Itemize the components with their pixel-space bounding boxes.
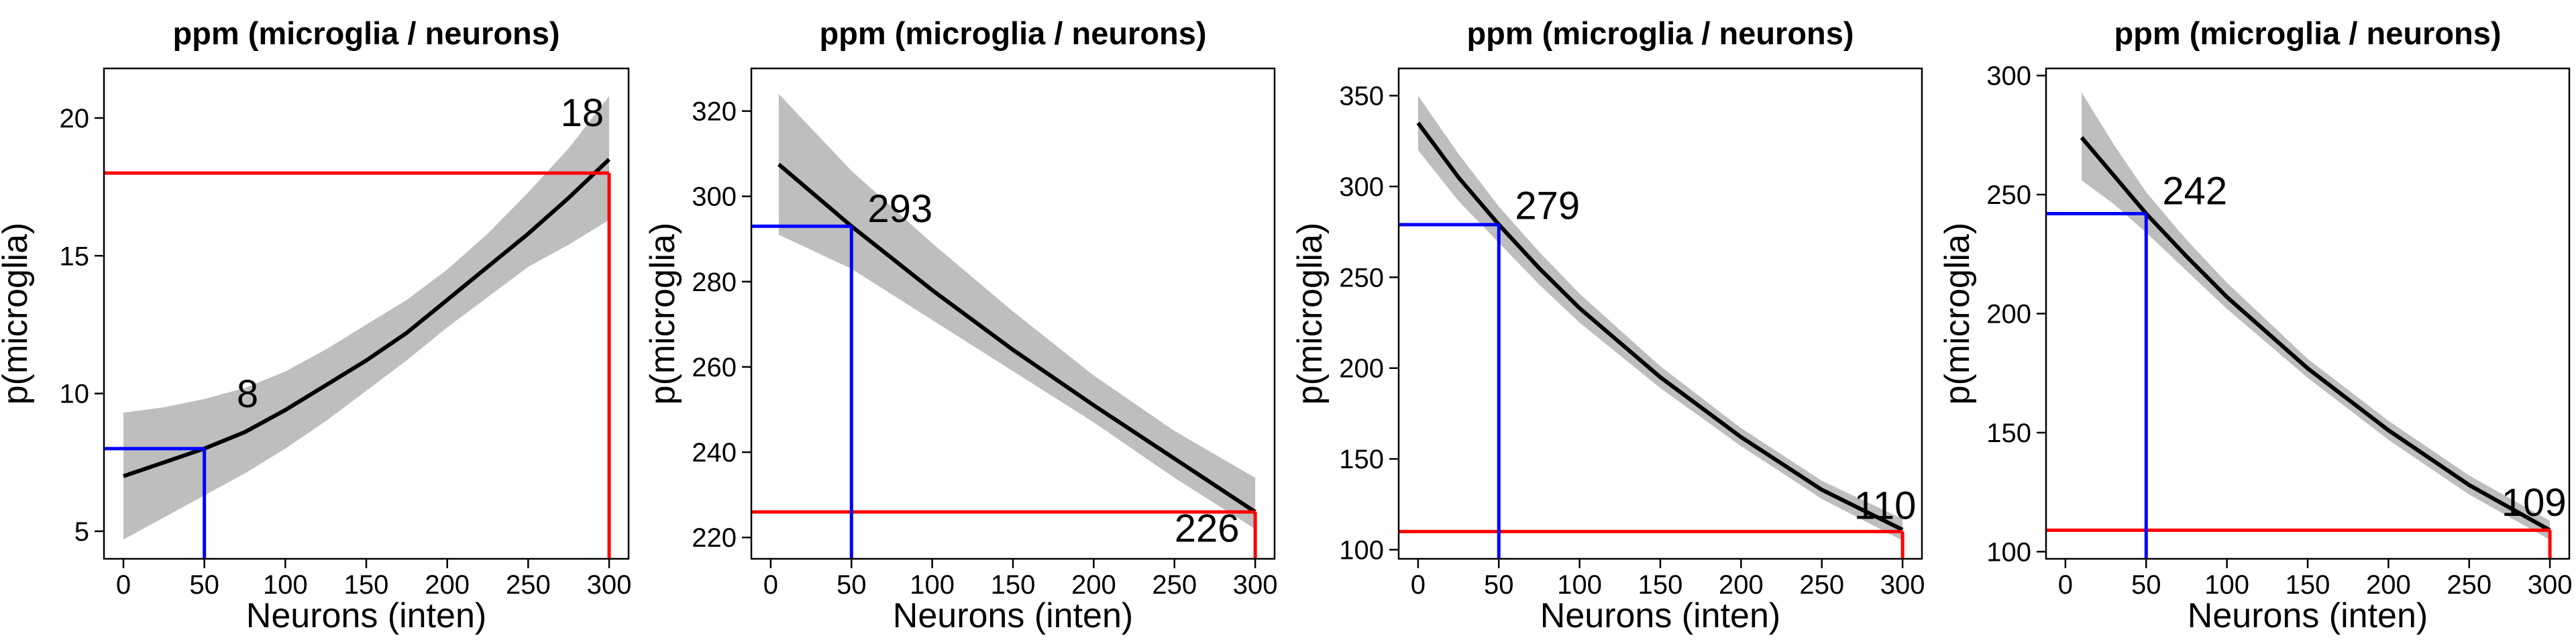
y-tick-label: 200	[1339, 354, 1384, 384]
x-axis-label: Neurons (inten)	[246, 596, 486, 635]
chart-title: ppm (microglia / neurons)	[172, 15, 559, 51]
y-tick-label: 260	[692, 353, 737, 382]
y-tick-label: 320	[692, 97, 737, 127]
y-tick-label: 150	[1986, 419, 2031, 448]
y-tick-label: 250	[1339, 263, 1384, 292]
confidence-band	[123, 96, 609, 540]
x-axis-label: Neurons (inten)	[893, 596, 1133, 635]
y-tick-label: 250	[1986, 180, 2031, 210]
x-tick-label: 50	[2131, 570, 2161, 600]
x-tick-label: 300	[2528, 570, 2573, 600]
x-tick-label: 0	[1411, 570, 1426, 600]
y-axis-label: p(microglia)	[1938, 223, 1977, 405]
confidence-band	[2082, 92, 2551, 540]
y-tick-label: 150	[1339, 445, 1384, 474]
chart-panel-4: 0 50 100 150 200 250 300 100 150 200 250 300 ppm (mi…	[1938, 15, 2572, 635]
x-axis-label: Neurons (inten)	[2188, 596, 2428, 635]
value-annotation: 226	[1175, 507, 1240, 551]
value-annotation: 18	[561, 91, 604, 135]
y-tick-label: 5	[74, 517, 89, 547]
plot-area	[2046, 92, 2552, 559]
x-tick-label: 200	[1071, 570, 1116, 600]
x-tick-label: 100	[263, 570, 308, 600]
y-tick-label: 280	[692, 268, 737, 297]
x-tick-label: 150	[2286, 570, 2330, 600]
y-tick-label: 100	[1339, 535, 1384, 565]
chart-title: ppm (microglia / neurons)	[1466, 15, 1854, 51]
x-tick-label: 0	[763, 570, 778, 600]
x-tick-label: 50	[1484, 570, 1514, 600]
x-axis-label: Neurons (inten)	[1540, 596, 1780, 635]
x-tick-label: 250	[2447, 570, 2491, 600]
y-tick-label: 300	[692, 182, 737, 212]
y-tick-label: 300	[1986, 62, 2031, 91]
plot-area	[1399, 95, 1904, 559]
plot-area	[104, 96, 611, 559]
plot-frame	[1397, 67, 1923, 560]
chart-panel-1: 0 50 100 150 200 250 300 5 10 15 20 ppm (microglia …	[0, 15, 631, 635]
y-axis-label: p(microglia)	[643, 223, 682, 405]
value-annotation: 8	[237, 372, 258, 416]
x-tick-label: 250	[1152, 570, 1197, 600]
x-tick-label: 0	[2058, 570, 2073, 600]
x-tick-label: 150	[344, 570, 389, 600]
x-tick-label: 200	[425, 570, 470, 600]
y-axis-label: p(microglia)	[0, 223, 35, 405]
fit-line	[1416, 121, 1904, 532]
x-tick-label: 300	[1880, 570, 1925, 600]
y-tick-label: 350	[1339, 82, 1384, 111]
confidence-band	[778, 94, 1256, 529]
value-annotation: 109	[2502, 481, 2567, 525]
x-tick-label: 0	[116, 570, 131, 600]
x-tick-label: 100	[910, 570, 955, 600]
y-tick-label: 20	[60, 104, 90, 133]
y-tick-label: 300	[1339, 172, 1384, 202]
x-tick-label: 300	[587, 570, 632, 600]
chart-panel-3: 0 50 100 150 200 250 300 100 150 200 250 300 350 ppm …	[1291, 15, 1925, 635]
y-tick-label: 10	[60, 380, 90, 409]
confidence-band	[1417, 95, 1903, 541]
y-tick-label: 200	[1986, 300, 2031, 329]
x-tick-label: 100	[2204, 570, 2249, 600]
x-tick-label: 150	[1638, 570, 1683, 600]
value-annotation: 279	[1515, 184, 1580, 228]
plot-area	[751, 94, 1257, 559]
plot-frame	[2045, 67, 2571, 560]
y-tick-label: 240	[692, 438, 737, 468]
x-tick-label: 200	[1719, 570, 1764, 600]
y-tick-label: 220	[692, 523, 737, 553]
value-annotation: 110	[1854, 484, 1916, 527]
y-tick-label: 100	[1986, 537, 2031, 567]
chart-panel-2: 0 50 100 150 200 250 300 220 240 260 280 300 320 ppm …	[643, 15, 1277, 635]
chart-title: ppm (microglia / neurons)	[2114, 15, 2501, 51]
x-tick-label: 100	[1557, 570, 1602, 600]
x-tick-label: 50	[189, 570, 219, 600]
chart-title: ppm (microglia / neurons)	[819, 15, 1206, 51]
x-tick-label: 300	[1233, 570, 1278, 600]
x-tick-label: 150	[991, 570, 1036, 600]
value-annotation: 293	[867, 187, 932, 231]
fit-line	[2080, 136, 2551, 533]
x-tick-label: 250	[506, 570, 551, 600]
y-axis-label: p(microglia)	[1291, 223, 1330, 405]
x-tick-label: 50	[837, 570, 867, 600]
value-annotation: 242	[2162, 169, 2227, 213]
x-tick-label: 250	[1799, 570, 1844, 600]
y-tick-label: 15	[60, 241, 90, 271]
x-tick-label: 200	[2366, 570, 2411, 600]
